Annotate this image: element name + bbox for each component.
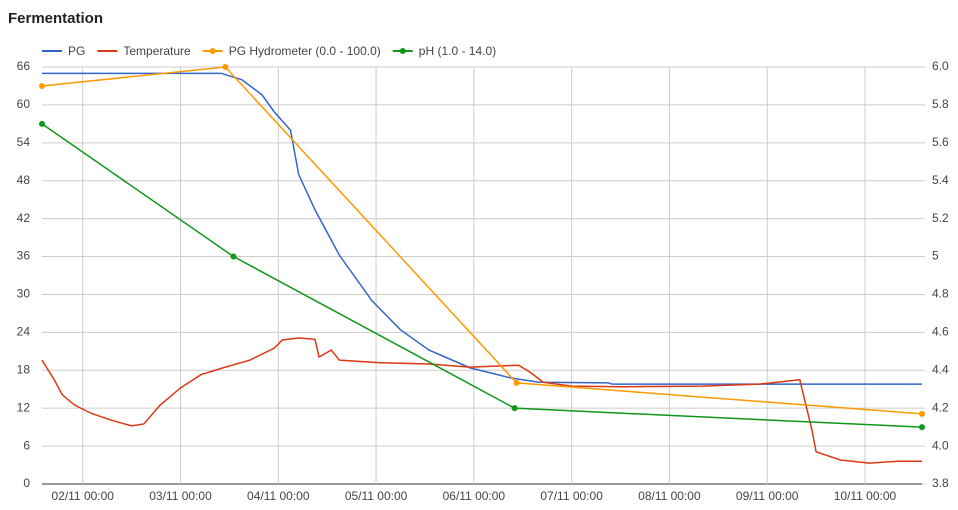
- y-tick-label: 42: [17, 211, 31, 225]
- y-tick-label: 6: [23, 438, 30, 452]
- series-line: [41, 123, 923, 428]
- y-tick-label: 12: [17, 400, 31, 414]
- x-tick-label: 10/11 00:00: [834, 489, 897, 503]
- y-tick-label: 18: [17, 362, 31, 376]
- y2-tick-label: 6.0: [932, 59, 949, 73]
- legend-label: pH (1.0 - 14.0): [419, 44, 496, 58]
- x-tick-label: 02/11 00:00: [51, 489, 114, 503]
- y2-tick-label: 5: [932, 249, 939, 263]
- x-tick-label: 09/11 00:00: [736, 489, 799, 503]
- x-tick-label: 07/11 00:00: [540, 489, 603, 503]
- y2-tick-label: 5.2: [932, 211, 949, 225]
- y2-tick-label: 5.8: [932, 97, 949, 111]
- y-tick-label: 30: [17, 287, 31, 301]
- legend-label: PG: [68, 44, 85, 58]
- y2-tick-label: 5.4: [932, 173, 949, 187]
- y-tick-label: 66: [17, 59, 31, 73]
- y-tick-label: 0: [23, 476, 30, 490]
- point: [919, 424, 925, 431]
- legend-label: PG Hydrometer (0.0 - 100.0): [229, 44, 381, 58]
- y-tick-label: 60: [17, 97, 31, 111]
- point: [513, 379, 520, 386]
- y-tick-label: 54: [17, 135, 31, 149]
- series-line: [41, 66, 923, 415]
- y-tick-label: 24: [17, 325, 31, 339]
- point: [511, 405, 518, 412]
- series-line: [41, 337, 922, 464]
- x-tick-label: 06/11 00:00: [443, 489, 506, 503]
- legend-marker: [399, 48, 406, 54]
- point: [230, 253, 237, 260]
- y2-tick-label: 4.2: [932, 400, 949, 414]
- point: [39, 82, 45, 89]
- y2-tick-label: 5.6: [932, 135, 949, 149]
- point: [222, 64, 229, 70]
- x-tick-label: 04/11 00:00: [247, 489, 310, 503]
- legend-marker: [209, 48, 216, 54]
- x-tick-label: 08/11 00:00: [638, 489, 701, 503]
- y2-tick-label: 4.6: [932, 325, 949, 339]
- point: [39, 120, 45, 127]
- y2-tick-label: 3.8: [932, 476, 949, 490]
- y-tick-label: 48: [17, 173, 31, 187]
- y2-tick-label: 4.8: [932, 287, 949, 301]
- legend-label: Temperature: [123, 44, 191, 58]
- x-tick-label: 03/11 00:00: [149, 489, 212, 503]
- x-tick-label: 05/11 00:00: [345, 489, 408, 503]
- series-line: [42, 72, 922, 385]
- chart-title: Fermentation: [8, 10, 103, 27]
- point: [919, 410, 925, 417]
- y2-tick-label: 4.4: [932, 362, 949, 376]
- y-tick-label: 36: [17, 249, 31, 263]
- y2-tick-label: 4.0: [932, 438, 949, 452]
